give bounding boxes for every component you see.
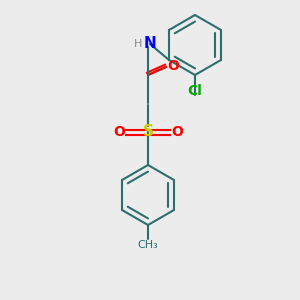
Text: S: S: [142, 124, 154, 140]
Text: O: O: [167, 59, 179, 73]
Text: Cl: Cl: [188, 84, 202, 98]
Text: O: O: [113, 125, 125, 139]
Text: O: O: [171, 125, 183, 139]
Text: N: N: [144, 37, 156, 52]
Text: H: H: [134, 39, 142, 49]
Text: CH₃: CH₃: [138, 240, 158, 250]
